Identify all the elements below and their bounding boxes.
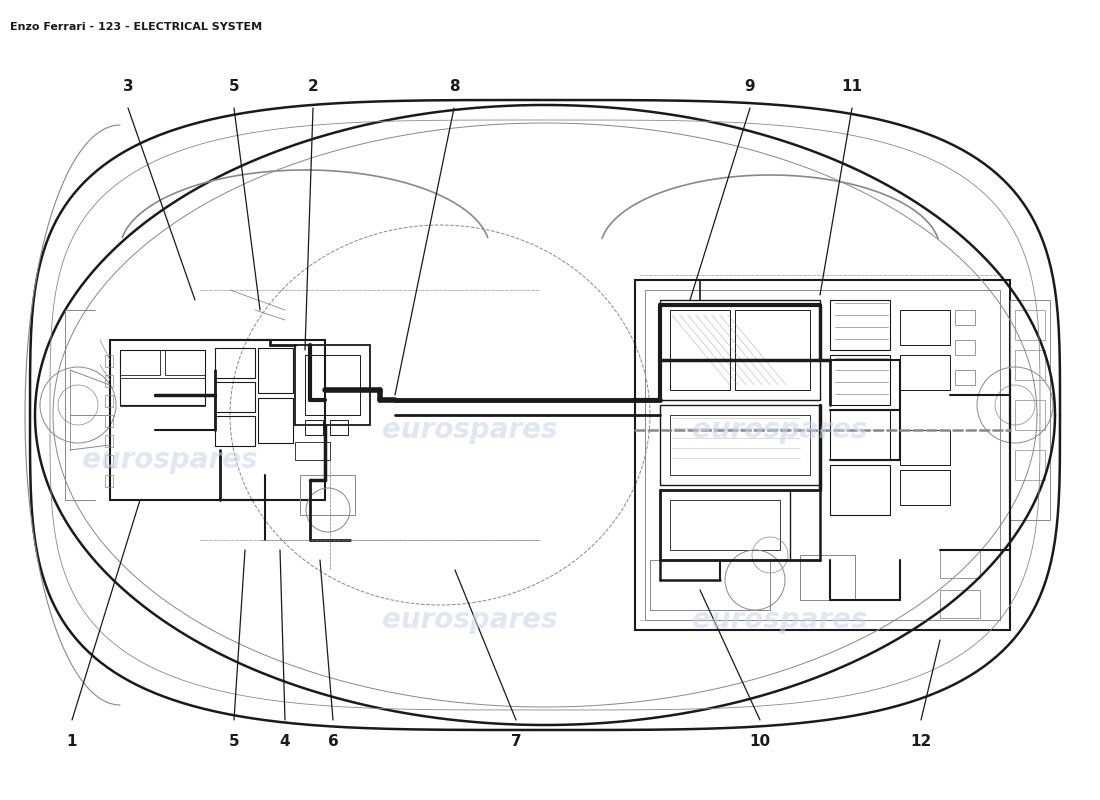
- Bar: [1015, 400, 1045, 430]
- Text: 9: 9: [745, 79, 756, 94]
- Bar: [104, 415, 113, 427]
- Bar: [900, 355, 950, 390]
- Bar: [300, 475, 355, 515]
- Text: 6: 6: [328, 734, 339, 749]
- Text: eurospares: eurospares: [692, 606, 868, 634]
- Text: eurospares: eurospares: [82, 446, 257, 474]
- Text: 5: 5: [229, 734, 240, 749]
- Text: eurospares: eurospares: [692, 416, 868, 444]
- Bar: [830, 410, 890, 460]
- Bar: [670, 310, 730, 390]
- Bar: [120, 378, 205, 406]
- Bar: [645, 290, 1000, 620]
- Bar: [660, 300, 820, 400]
- Text: 8: 8: [449, 79, 460, 94]
- Bar: [295, 442, 330, 460]
- Text: 12: 12: [911, 734, 932, 749]
- Bar: [165, 350, 205, 375]
- Bar: [830, 300, 890, 350]
- Text: 10: 10: [749, 734, 771, 749]
- Bar: [650, 560, 770, 610]
- Text: 5: 5: [229, 79, 240, 94]
- Bar: [104, 395, 113, 407]
- Bar: [940, 590, 980, 618]
- Bar: [955, 370, 975, 385]
- Bar: [295, 345, 370, 425]
- Bar: [955, 340, 975, 355]
- Text: 1: 1: [67, 734, 77, 749]
- Text: eurospares: eurospares: [383, 416, 558, 444]
- Bar: [104, 475, 113, 487]
- Bar: [1015, 350, 1045, 380]
- Bar: [660, 490, 790, 560]
- Bar: [110, 340, 324, 500]
- Bar: [660, 405, 820, 485]
- Bar: [900, 430, 950, 465]
- Bar: [120, 350, 160, 375]
- Bar: [305, 420, 323, 435]
- Text: 3: 3: [123, 79, 133, 94]
- Text: 2: 2: [308, 79, 318, 94]
- Bar: [635, 280, 1010, 630]
- Text: 4: 4: [279, 734, 290, 749]
- Bar: [670, 415, 810, 475]
- Bar: [258, 398, 293, 443]
- Text: 11: 11: [842, 79, 862, 94]
- Bar: [104, 375, 113, 387]
- Bar: [670, 500, 780, 550]
- Bar: [214, 348, 255, 378]
- Bar: [1010, 300, 1050, 520]
- Bar: [800, 555, 855, 600]
- Bar: [900, 470, 950, 505]
- Bar: [830, 355, 890, 405]
- Text: Enzo Ferrari - 123 - ELECTRICAL SYSTEM: Enzo Ferrari - 123 - ELECTRICAL SYSTEM: [10, 22, 262, 32]
- Bar: [940, 550, 980, 578]
- Bar: [330, 420, 348, 435]
- Bar: [104, 435, 113, 447]
- Bar: [305, 355, 360, 415]
- Bar: [120, 350, 205, 405]
- Bar: [735, 310, 810, 390]
- Bar: [258, 348, 293, 393]
- Bar: [104, 355, 113, 367]
- Bar: [1015, 310, 1045, 340]
- Bar: [214, 416, 255, 446]
- Bar: [104, 455, 113, 467]
- Bar: [830, 465, 890, 515]
- Bar: [214, 382, 255, 412]
- Bar: [955, 310, 975, 325]
- Text: eurospares: eurospares: [383, 606, 558, 634]
- Text: 7: 7: [510, 734, 521, 749]
- Bar: [900, 310, 950, 345]
- Bar: [1015, 450, 1045, 480]
